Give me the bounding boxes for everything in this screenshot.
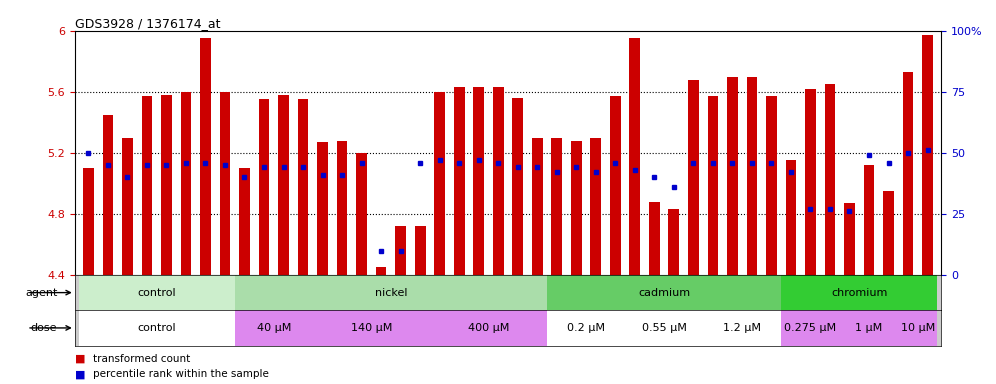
Bar bbox=[786, 161, 797, 275]
Bar bbox=[707, 96, 718, 275]
Bar bbox=[434, 92, 445, 275]
Bar bbox=[454, 87, 464, 275]
Bar bbox=[552, 137, 562, 275]
Text: 40 μM: 40 μM bbox=[257, 323, 291, 333]
Bar bbox=[161, 95, 171, 275]
Bar bbox=[219, 92, 230, 275]
Bar bbox=[313, 310, 430, 346]
Bar bbox=[571, 141, 582, 275]
Text: 0.2 μM: 0.2 μM bbox=[567, 323, 605, 333]
Bar bbox=[610, 96, 621, 275]
Text: ■: ■ bbox=[75, 354, 86, 364]
Bar bbox=[922, 35, 933, 275]
Bar bbox=[591, 137, 602, 275]
Bar bbox=[668, 209, 679, 275]
Text: 10 μM: 10 μM bbox=[900, 323, 935, 333]
Bar bbox=[414, 226, 425, 275]
Bar bbox=[259, 99, 269, 275]
Text: 1.2 μM: 1.2 μM bbox=[723, 323, 761, 333]
Bar bbox=[278, 95, 289, 275]
Bar bbox=[180, 92, 191, 275]
Bar bbox=[103, 115, 114, 275]
Bar bbox=[123, 137, 132, 275]
Bar bbox=[883, 191, 893, 275]
Bar bbox=[629, 38, 640, 275]
Bar bbox=[845, 203, 855, 275]
Text: control: control bbox=[137, 323, 176, 333]
Bar bbox=[357, 153, 367, 275]
Text: ■: ■ bbox=[75, 369, 86, 379]
Bar bbox=[902, 72, 913, 275]
Bar bbox=[200, 38, 211, 275]
Bar bbox=[79, 275, 235, 310]
Bar bbox=[141, 96, 152, 275]
Text: GDS3928 / 1376174_at: GDS3928 / 1376174_at bbox=[75, 17, 220, 30]
Bar bbox=[766, 96, 777, 275]
Bar bbox=[625, 310, 703, 346]
Text: percentile rank within the sample: percentile rank within the sample bbox=[93, 369, 269, 379]
Text: cadmium: cadmium bbox=[638, 288, 690, 298]
Bar bbox=[83, 168, 94, 275]
Bar bbox=[235, 275, 547, 310]
Bar bbox=[235, 310, 313, 346]
Text: transformed count: transformed count bbox=[93, 354, 190, 364]
Bar bbox=[825, 84, 836, 275]
Bar bbox=[703, 310, 781, 346]
Bar bbox=[337, 141, 348, 275]
Bar bbox=[79, 310, 235, 346]
Text: 400 μM: 400 μM bbox=[468, 323, 509, 333]
Text: chromium: chromium bbox=[831, 288, 887, 298]
Bar bbox=[239, 168, 250, 275]
Bar bbox=[864, 165, 874, 275]
Text: agent: agent bbox=[25, 288, 58, 298]
Text: control: control bbox=[137, 288, 176, 298]
Bar bbox=[532, 137, 543, 275]
Text: 1 μM: 1 μM bbox=[856, 323, 882, 333]
Bar bbox=[805, 89, 816, 275]
Bar bbox=[493, 87, 504, 275]
Bar bbox=[898, 310, 937, 346]
Bar bbox=[547, 310, 625, 346]
Bar bbox=[473, 87, 484, 275]
Bar bbox=[430, 310, 547, 346]
Bar bbox=[649, 202, 659, 275]
Text: 0.275 μM: 0.275 μM bbox=[785, 323, 837, 333]
Bar bbox=[781, 310, 840, 346]
Bar bbox=[395, 226, 406, 275]
Text: 0.55 μM: 0.55 μM bbox=[641, 323, 686, 333]
Bar bbox=[688, 79, 699, 275]
Bar bbox=[547, 275, 781, 310]
Bar bbox=[375, 267, 386, 275]
Text: dose: dose bbox=[31, 323, 58, 333]
Bar bbox=[727, 76, 738, 275]
Bar bbox=[840, 310, 898, 346]
Bar bbox=[298, 99, 309, 275]
Bar bbox=[317, 142, 328, 275]
Bar bbox=[781, 275, 937, 310]
Text: nickel: nickel bbox=[374, 288, 407, 298]
Bar bbox=[747, 76, 757, 275]
Bar bbox=[512, 98, 523, 275]
Text: 140 μM: 140 μM bbox=[351, 323, 392, 333]
